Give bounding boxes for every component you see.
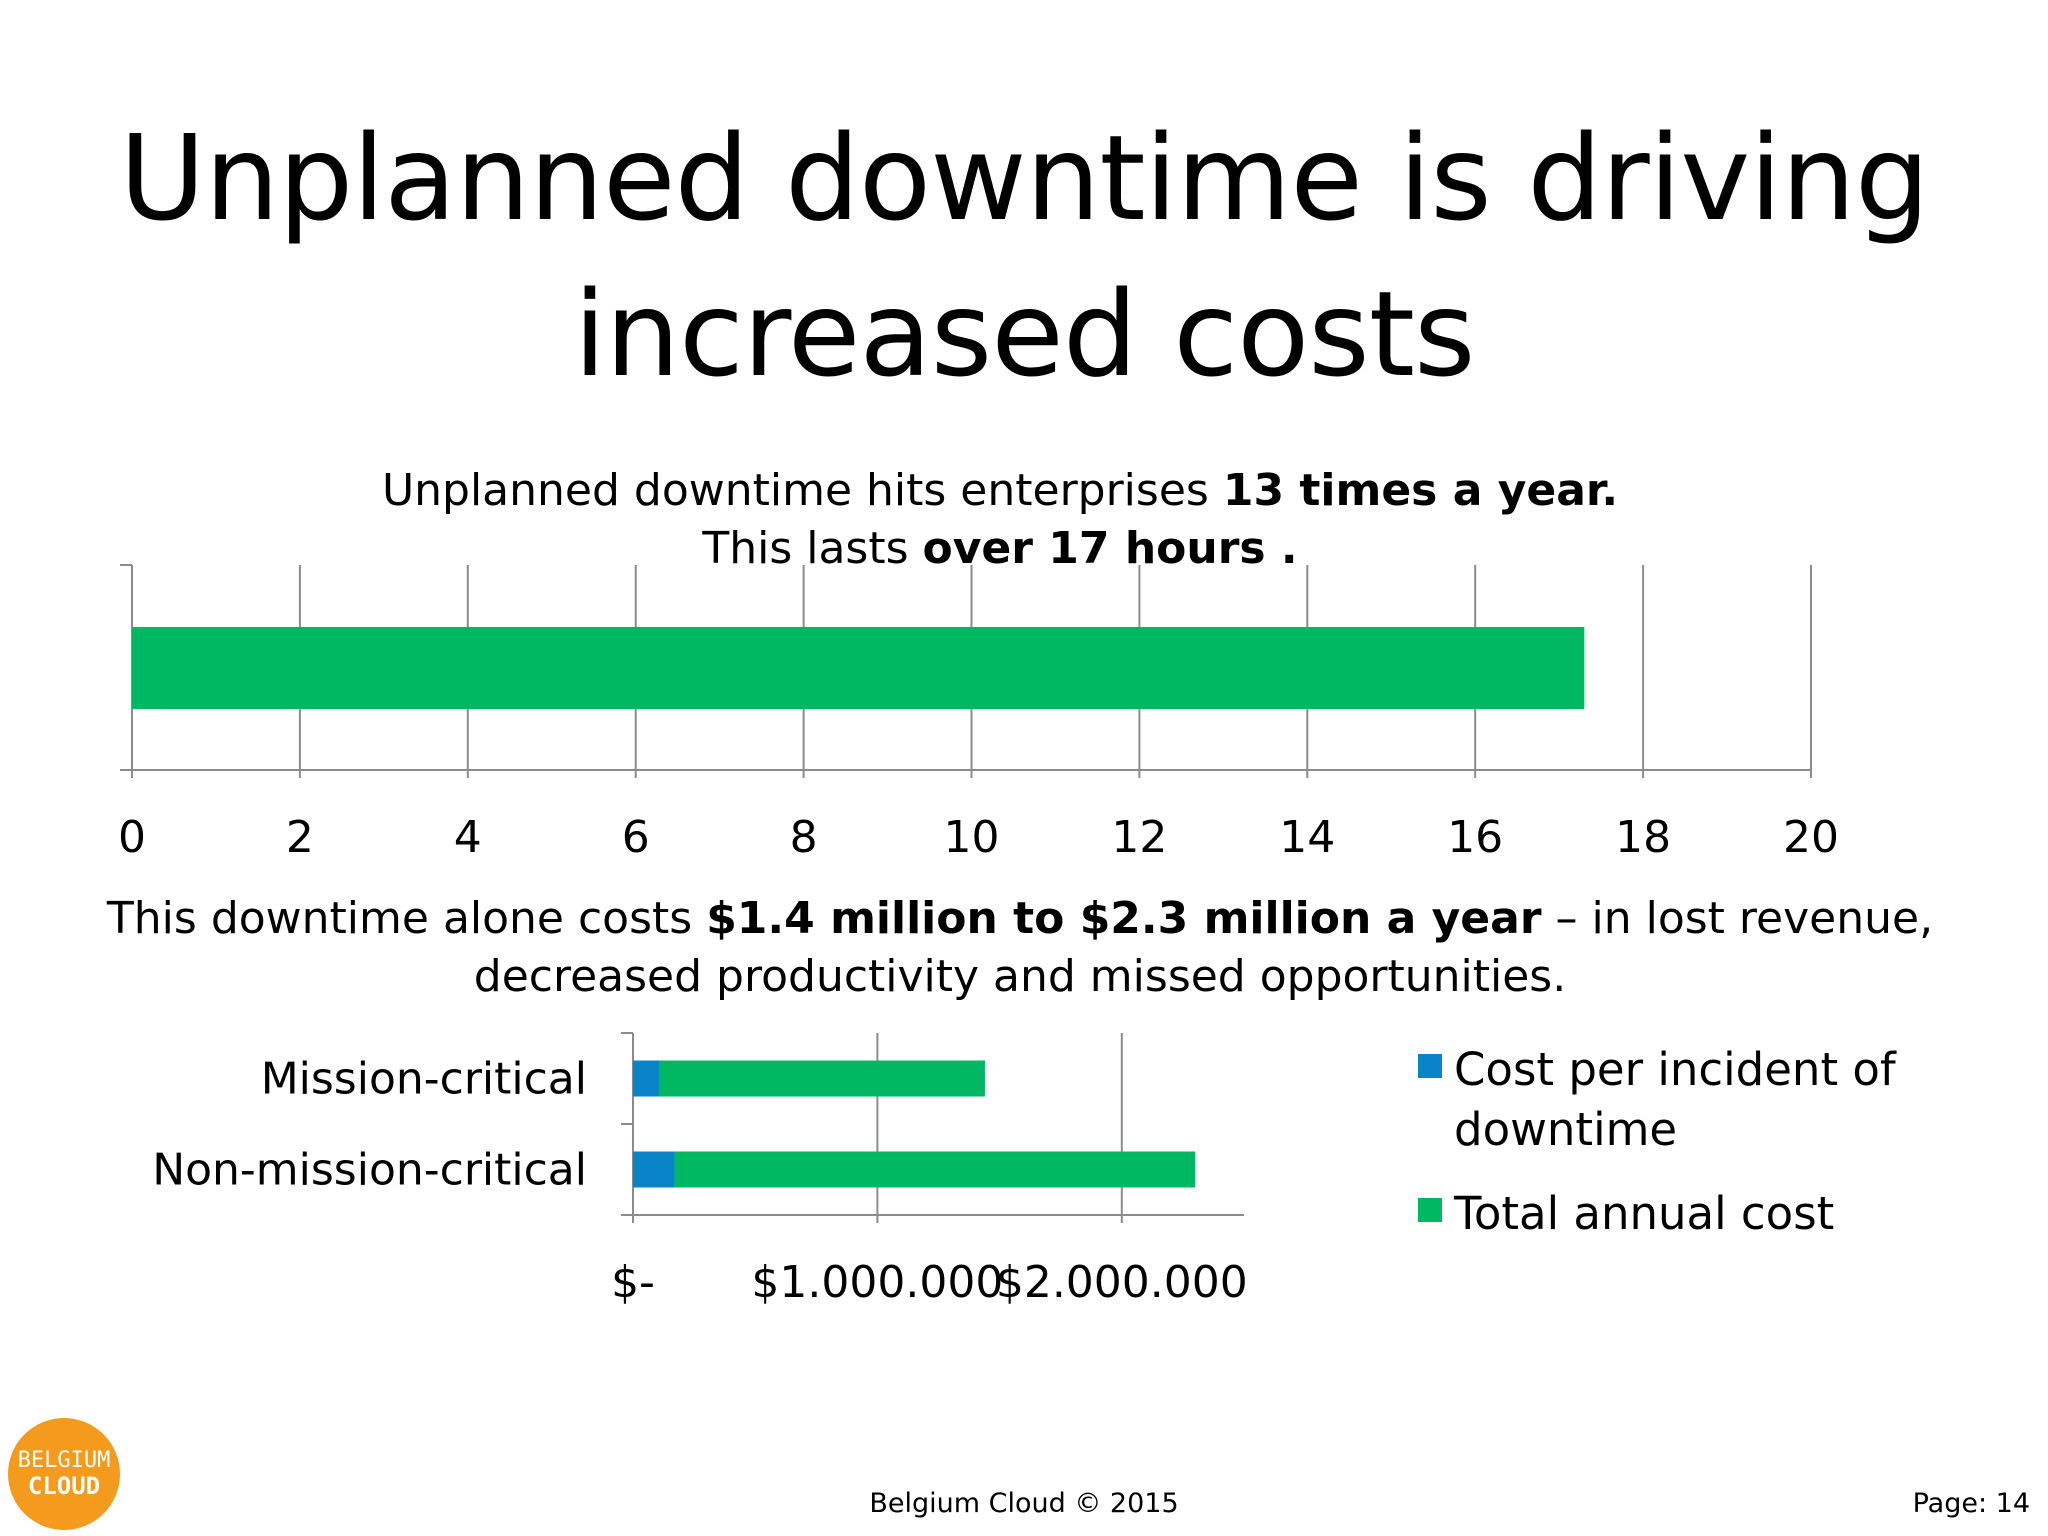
downtime-cost-chart: Mission-critical Non-mission-critical $- $1… (152, 1032, 1248, 1308)
downtime-frequency-caption: Unplanned downtime hits enterprises 13 t… (200, 462, 1800, 578)
total-annual-cost-bar (674, 1151, 1196, 1188)
belgium-cloud-logo: BELGIUM CLOUD (8, 1418, 120, 1530)
slide-title-line1: Unplanned downtime is driving (119, 109, 1930, 247)
downtime-cost-caption: This downtime alone costs $1.4 million t… (40, 890, 2000, 1006)
logo-line2: CLOUD (27, 1472, 101, 1500)
x-tick-label: 8 (790, 812, 818, 863)
caption2-text-end: – in lost revenue, decreased productivit… (473, 893, 1934, 1002)
caption2-bold: $1.4 million to $2.3 million a year (706, 893, 1542, 944)
category-label: Mission-critical (261, 1054, 587, 1105)
x-tick-label: 2 (286, 812, 314, 863)
x-tick-label: 12 (1111, 812, 1167, 863)
x-tick-label: $- (611, 1257, 655, 1308)
legend-label-total-annual-cost: Total annual cost (1454, 1187, 1835, 1240)
caption1-line2-bold: over 17 hours . (922, 523, 1298, 574)
x-tick-label: 20 (1783, 812, 1839, 863)
x-tick-label: 6 (622, 812, 650, 863)
cost-chart-legend: Cost per incident of downtime Total annu… (1418, 1040, 1978, 1268)
page-number: Page: 14 (1912, 1488, 2030, 1519)
legend-label-cost-per-incident: Cost per incident of downtime (1454, 1043, 1896, 1156)
downtime-hours-chart: 0 2 4 6 8 10 12 14 16 18 20 (118, 564, 1839, 863)
legend-swatch-green (1418, 1198, 1442, 1222)
legend-swatch-blue (1418, 1054, 1442, 1078)
caption1-line2: This lasts over 17 hours . (200, 520, 1800, 578)
caption1-line1: Unplanned downtime hits enterprises 13 t… (200, 462, 1800, 520)
x-tick-label: 16 (1447, 812, 1503, 863)
cost-per-incident-bar (633, 1060, 660, 1097)
x-tick-label: $1.000.000 (751, 1257, 1003, 1308)
category-label: Non-mission-critical (152, 1145, 587, 1196)
legend-item-total-annual-cost: Total annual cost (1418, 1184, 1978, 1244)
x-tick-label: 10 (944, 812, 1000, 863)
x-tick-label: 0 (118, 812, 146, 863)
downtime-hours-bar (132, 627, 1585, 709)
x-tick-label: 14 (1279, 812, 1335, 863)
caption1-line2-text: This lasts (702, 523, 923, 574)
x-tick-label: 4 (454, 812, 482, 863)
x-tick-label: 18 (1615, 812, 1671, 863)
cost-per-incident-bar (633, 1151, 675, 1188)
caption2-text-start: This downtime alone costs (106, 893, 707, 944)
x-tick-label: $2.000.000 (996, 1257, 1248, 1308)
legend-item-cost-per-incident: Cost per incident of downtime (1418, 1040, 1978, 1160)
caption1-line1-bold: 13 times a year. (1222, 465, 1619, 516)
total-annual-cost-bar (659, 1060, 985, 1097)
footer-copyright: Belgium Cloud © 2015 (869, 1488, 1179, 1519)
caption1-line1-text: Unplanned downtime hits enterprises (381, 465, 1223, 516)
logo-line1: BELGIUM (17, 1448, 111, 1473)
slide-title-line2: increased costs (573, 265, 1475, 403)
slide-title: Unplanned downtime is driving increased … (80, 100, 1968, 412)
